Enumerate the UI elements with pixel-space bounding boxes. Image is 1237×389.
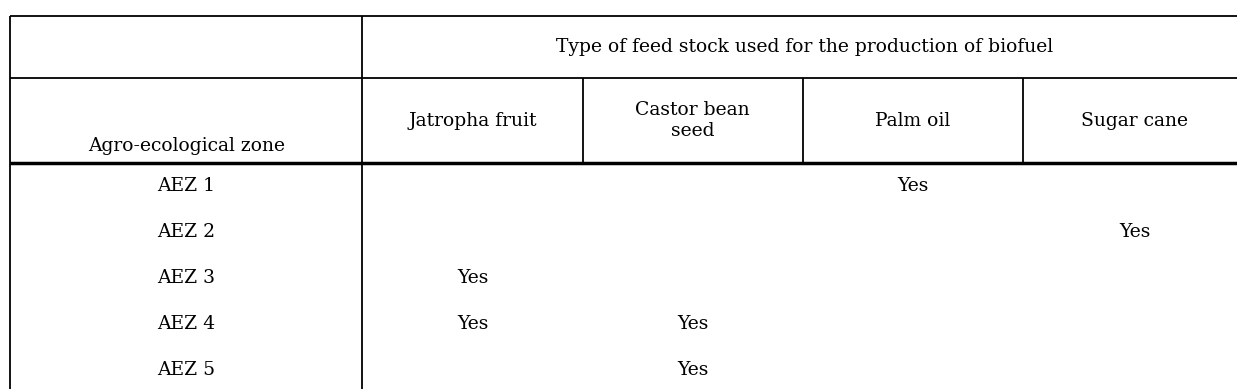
- Text: Yes: Yes: [897, 177, 929, 195]
- Text: Yes: Yes: [1119, 223, 1150, 241]
- Text: Sugar cane: Sugar cane: [1081, 112, 1189, 130]
- Text: Palm oil: Palm oil: [876, 112, 950, 130]
- Text: Type of feed stock used for the production of biofuel: Type of feed stock used for the producti…: [557, 38, 1053, 56]
- Text: Yes: Yes: [456, 315, 489, 333]
- Text: AEZ 1: AEZ 1: [157, 177, 215, 195]
- Text: Agro-ecological zone: Agro-ecological zone: [88, 137, 285, 155]
- Text: Yes: Yes: [456, 269, 489, 287]
- Text: AEZ 3: AEZ 3: [157, 269, 215, 287]
- Text: AEZ 4: AEZ 4: [157, 315, 215, 333]
- Text: Yes: Yes: [677, 315, 709, 333]
- Text: Castor bean
seed: Castor bean seed: [636, 101, 750, 140]
- Text: Yes: Yes: [677, 361, 709, 379]
- Text: Jatropha fruit: Jatropha fruit: [408, 112, 537, 130]
- Text: AEZ 2: AEZ 2: [157, 223, 215, 241]
- Text: AEZ 5: AEZ 5: [157, 361, 215, 379]
